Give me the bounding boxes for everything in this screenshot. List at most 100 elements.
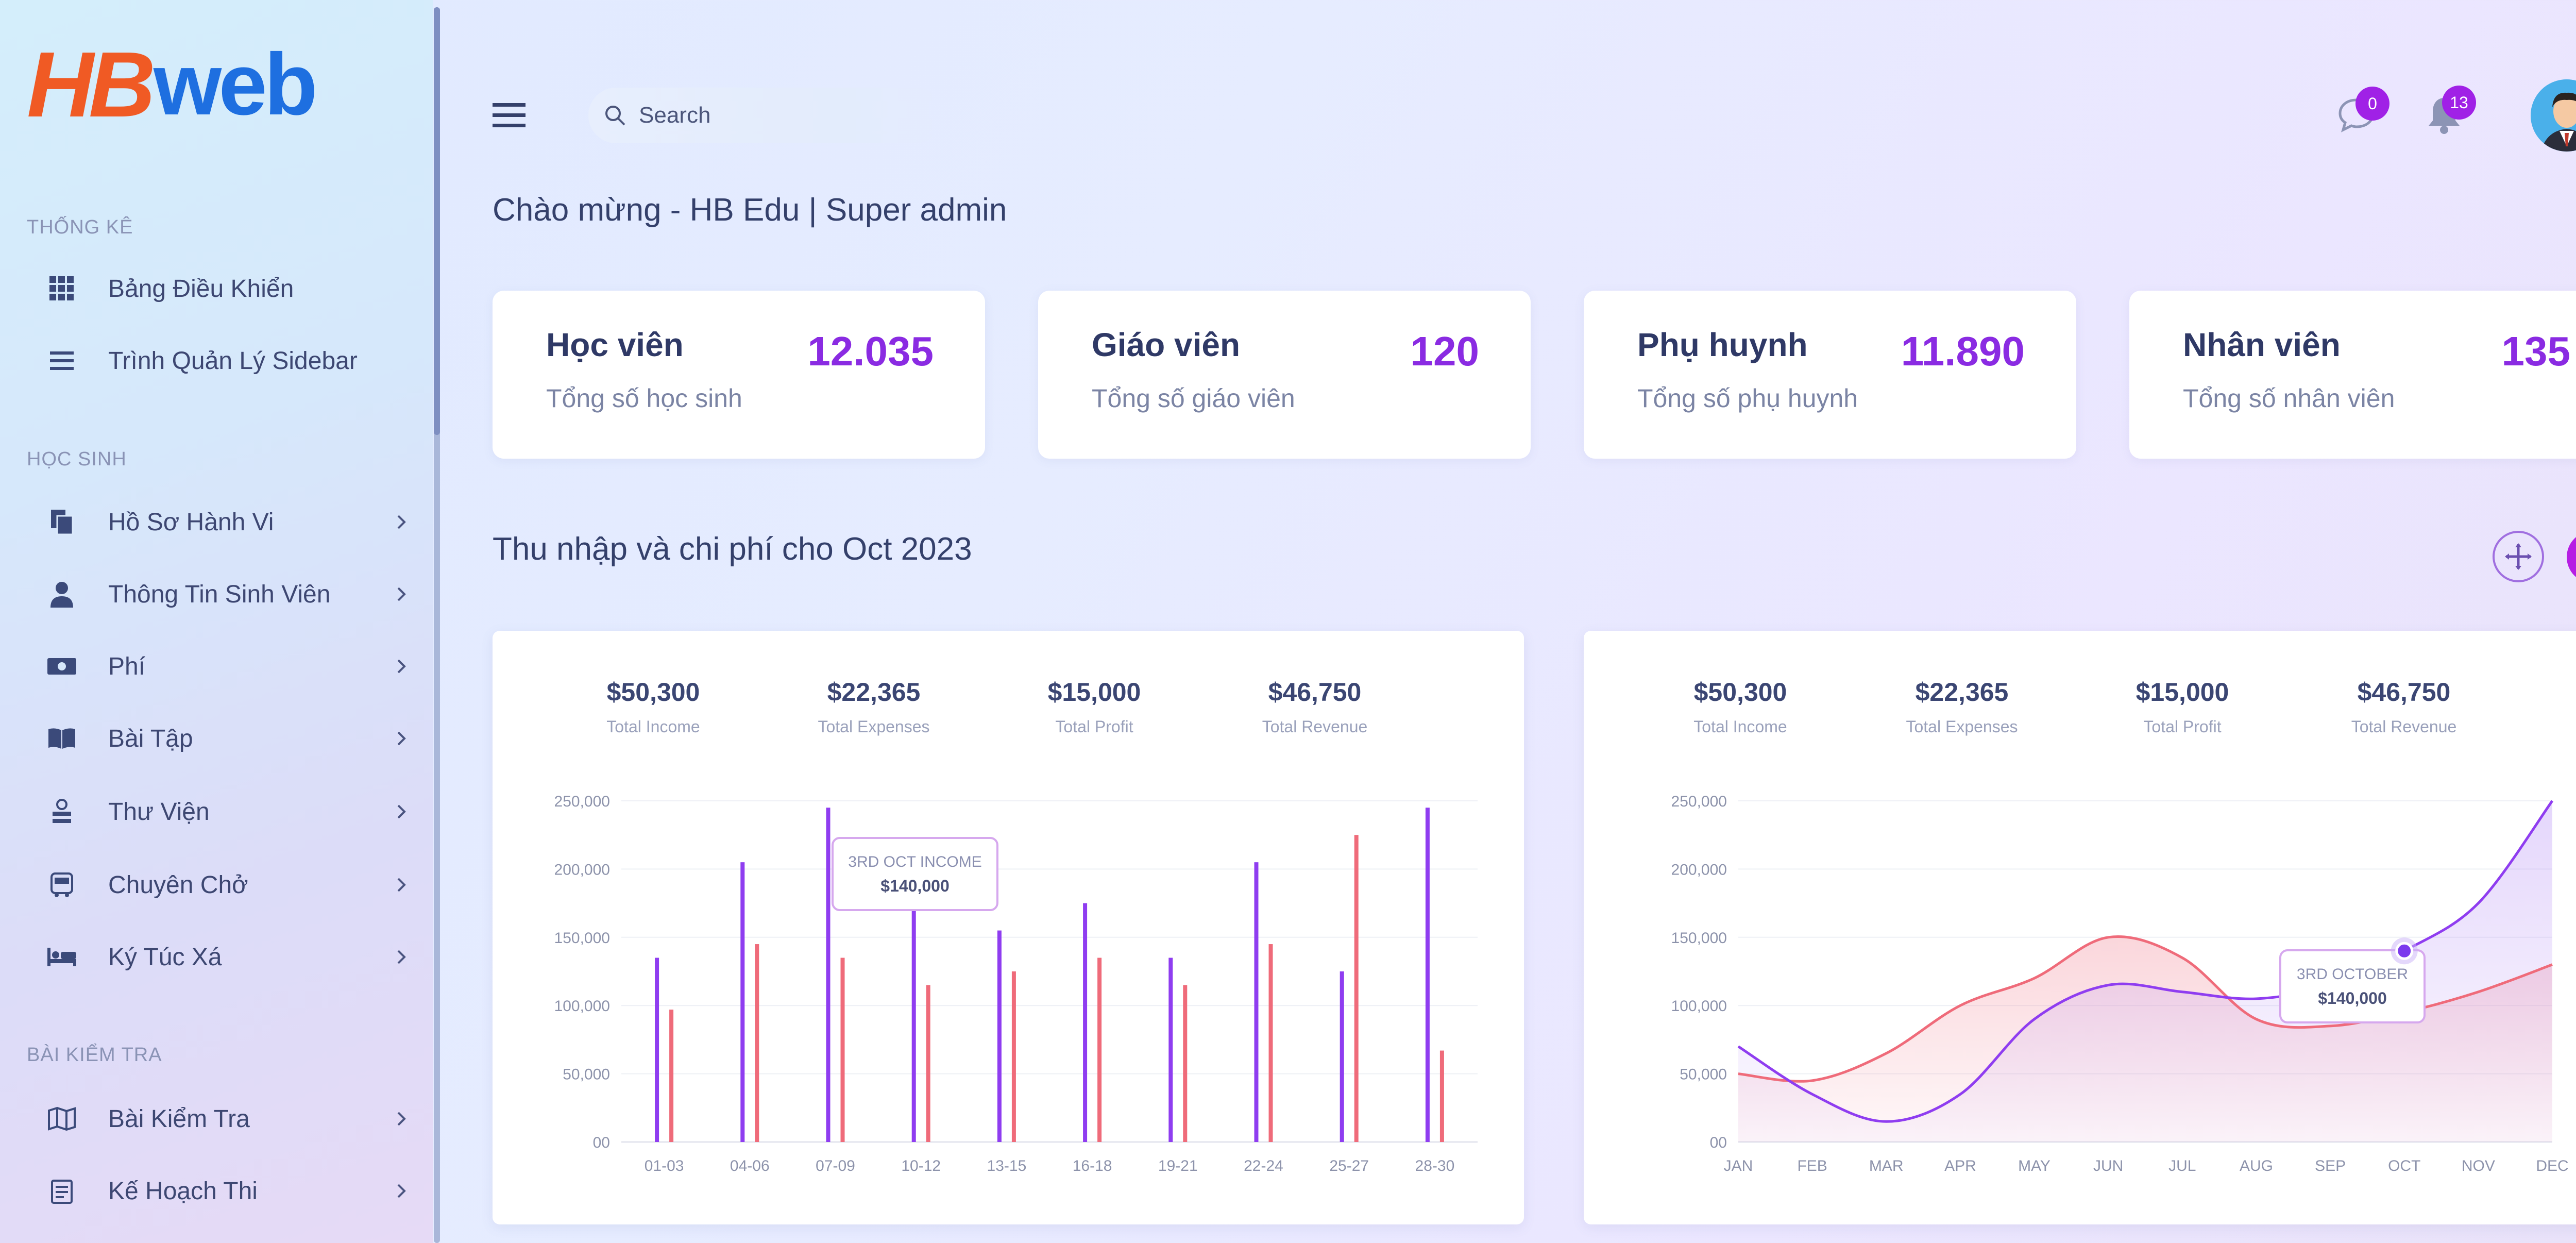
x-tick-label: 19-21 — [1158, 1157, 1198, 1174]
sidebar-item-dashboard[interactable]: Bảng Điều Khiển — [46, 265, 412, 312]
expense-bar — [1097, 958, 1102, 1142]
x-tick-label: FEB — [1797, 1157, 1827, 1174]
income-area — [1738, 801, 2552, 1142]
chevron-right-icon — [397, 587, 406, 601]
sidebar-item-student-info[interactable]: Thông Tin Sinh Viên — [46, 571, 412, 617]
sidebar-item-library[interactable]: Thư Viện — [46, 788, 412, 835]
stat-subtitle: Tổng số phụ huynh — [1637, 384, 1858, 413]
documents-icon — [46, 507, 77, 537]
section-label-stats: THỐNG KÊ — [27, 216, 133, 238]
y-tick-label: 250,000 — [554, 793, 610, 810]
logo-web: web — [153, 36, 318, 133]
y-tick-label: 200,000 — [1671, 861, 1727, 878]
kpi-total-income: $50,300 Total Income — [1648, 677, 1833, 736]
y-tick-label: 00 — [593, 1134, 610, 1151]
x-tick-label: JAN — [1724, 1157, 1753, 1174]
sidebar-item-assignments[interactable]: Bài Tập — [46, 715, 412, 762]
y-tick-label: 00 — [1710, 1134, 1727, 1151]
sidebar-item-label: Chuyên Chở — [108, 871, 248, 899]
kpi-total-profit: $15,000 Total Profit — [1002, 677, 1187, 736]
y-tick-label: 150,000 — [1671, 930, 1727, 947]
income-bar — [1425, 808, 1430, 1142]
hamburger-menu-icon[interactable] — [493, 101, 526, 130]
sidebar-item-label: Thông Tin Sinh Viên — [108, 580, 331, 608]
income-bar — [740, 862, 745, 1142]
stat-card-parents[interactable]: Phụ huynh Tổng số phụ huynh 11.890 — [1584, 291, 2076, 459]
bus-icon — [46, 869, 77, 900]
stat-card-staff[interactable]: Nhân viên Tổng số nhân viên 135 — [2129, 291, 2576, 459]
expense-bar — [1439, 1050, 1444, 1142]
stat-card-teachers[interactable]: Giáo viên Tổng số giáo viên 120 — [1038, 291, 1531, 459]
avatar[interactable] — [2531, 79, 2576, 152]
kpi-value: $22,365 — [1915, 678, 2009, 707]
move-icon — [2505, 543, 2532, 570]
stat-value: 120 — [1410, 328, 1479, 374]
student-icon — [46, 579, 77, 610]
sidebar-item-label: Thư Viện — [108, 798, 210, 826]
area-chart[interactable]: 00 50,000 100,000 150,000 200,000 250,000 JAN F… — [1584, 631, 2576, 1224]
kpi-label: Total Income — [606, 717, 700, 736]
x-tick-label: 28-30 — [1415, 1157, 1455, 1174]
sidebar-item-exams[interactable]: Bài Kiểm Tra — [46, 1096, 412, 1142]
sidebar-item-fees[interactable]: Phí — [46, 643, 412, 690]
close-icon — [2567, 531, 2576, 583]
kpi-value: $46,750 — [1268, 678, 1362, 707]
x-tick-label: 01-03 — [645, 1157, 684, 1174]
kpi-value: $46,750 — [2357, 678, 2451, 707]
kpi-total-profit: $15,000 Total Profit — [2090, 677, 2275, 736]
search-placeholder: Search — [639, 103, 711, 128]
section-label-students: HỌC SINH — [27, 448, 127, 470]
messages-button[interactable]: 0 — [2337, 87, 2389, 137]
expense-bar — [755, 944, 759, 1142]
x-tick-label: APR — [1944, 1157, 1976, 1174]
sidebar-item-transport[interactable]: Chuyên Chở — [46, 862, 412, 908]
y-tick-label: 100,000 — [1671, 998, 1727, 1015]
kpi-label: Total Revenue — [2351, 717, 2457, 736]
kpi-value: $22,365 — [827, 678, 921, 707]
tooltip-value: $140,000 — [2318, 989, 2386, 1007]
tooltip-box — [2279, 949, 2426, 1023]
move-widget-button[interactable] — [2493, 531, 2544, 582]
money-icon — [46, 651, 77, 682]
sidebar-item-sidebar-manager[interactable]: Trình Quản Lý Sidebar — [46, 338, 412, 384]
search-input[interactable]: Search — [588, 88, 944, 143]
expense-bar — [1268, 944, 1273, 1142]
section-label-exams: BÀI KIỂM TRA — [27, 1044, 162, 1066]
stat-title: Học viên — [546, 326, 684, 363]
sidebar-item-behavior[interactable]: Hồ Sơ Hành Vi — [46, 499, 412, 545]
kpi-value: $15,000 — [2136, 678, 2229, 707]
income-bar — [1083, 903, 1088, 1142]
x-tick-label: SEP — [2315, 1157, 2346, 1174]
x-tick-label: AUG — [2240, 1157, 2273, 1174]
expense-bar — [1183, 985, 1188, 1142]
sidebar-scroll-thumb[interactable] — [434, 7, 440, 435]
chevron-right-icon — [397, 731, 406, 746]
sidebar-item-exam-plan[interactable]: Kế Hoạch Thi — [46, 1168, 412, 1214]
chevron-right-icon — [397, 804, 406, 819]
kpi-value: $15,000 — [1047, 678, 1141, 707]
y-tick-label: 50,000 — [563, 1066, 610, 1083]
income-bar — [1168, 958, 1173, 1142]
book-icon — [46, 723, 77, 754]
tooltip-box — [832, 837, 998, 911]
y-tick-label: 100,000 — [554, 998, 610, 1015]
expense-bar — [669, 1010, 674, 1142]
tooltip-value: $140,000 — [880, 877, 949, 895]
bar-chart[interactable]: 00 50,000 100,000 150,000 200,000 250,000 01-0… — [493, 631, 1524, 1224]
stat-title: Giáo viên — [1092, 326, 1241, 363]
library-icon — [46, 796, 77, 827]
grid-icon — [46, 273, 77, 304]
sidebar-scrollbar[interactable] — [434, 7, 440, 1243]
stat-card-students[interactable]: Học viên Tổng số học sinh 12.035 — [493, 291, 985, 459]
sidebar-item-dormitory[interactable]: Ký Túc Xá — [46, 934, 412, 980]
sidebar: HB web THỐNG KÊ Bảng Điều Khiển Trình Qu… — [0, 0, 433, 1243]
y-tick-label: 200,000 — [554, 861, 610, 878]
stat-value: 135 — [2501, 328, 2570, 374]
x-tick-label: DEC — [2536, 1157, 2568, 1174]
logo[interactable]: HB web — [27, 33, 318, 137]
bed-icon — [46, 942, 77, 972]
x-tick-label: 22-24 — [1244, 1157, 1283, 1174]
close-widget-button[interactable] — [2567, 531, 2576, 583]
notifications-button[interactable]: 13 — [2425, 86, 2476, 137]
income-bar — [1254, 862, 1259, 1142]
